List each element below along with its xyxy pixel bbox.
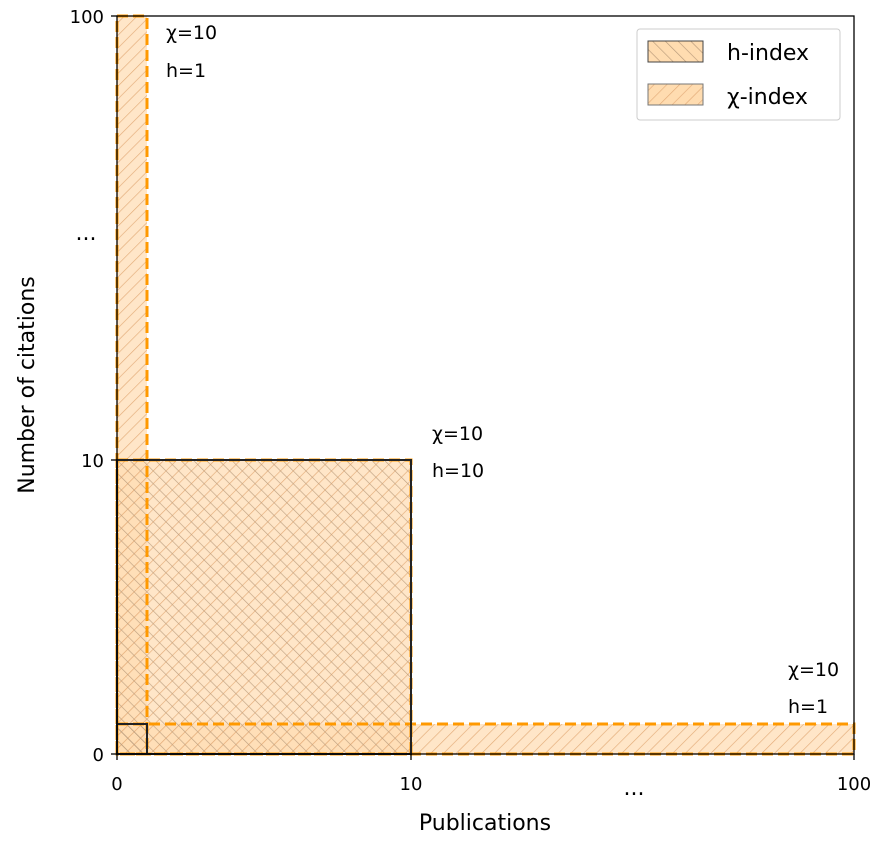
annotation-middle-h: h=10 — [432, 460, 484, 482]
x-tick-label-0: 0 — [111, 774, 122, 795]
legend-swatch-chi-index-hatch — [647, 83, 704, 106]
annotation-right-h: h=1 — [788, 696, 828, 718]
h-region-hatch-1 — [117, 724, 147, 754]
annotation-top-chi: χ=10 — [166, 22, 217, 44]
legend-label-h-index: h-index — [727, 41, 809, 66]
x-tick-label-10: 10 — [400, 774, 423, 795]
plot-regions — [115, 14, 856, 756]
y-axis-title: Number of citations — [15, 276, 40, 494]
h-region-hatch-0 — [117, 460, 411, 754]
x-tick-label-100: 100 — [837, 774, 871, 795]
plot-frame — [116, 15, 855, 755]
y-tick-label-10: 10 — [81, 451, 104, 472]
legend-swatch-h-index-hatch — [647, 40, 704, 63]
legend-label-chi-index: χ-index — [727, 85, 808, 110]
annotation-middle-chi: χ=10 — [432, 423, 483, 445]
y-tick-label-0: 0 — [93, 745, 104, 766]
annotation-right-chi: χ=10 — [788, 659, 839, 681]
legend: h-index χ-index — [636, 28, 841, 121]
x-axis-title: Publications — [419, 811, 551, 836]
y-axis-ellipsis: ... — [76, 221, 97, 246]
tick-marks — [111, 15, 855, 760]
y-tick-label-100: 100 — [70, 7, 104, 28]
annotation-top-h: h=1 — [166, 60, 206, 82]
x-axis-ellipsis: ... — [624, 776, 645, 801]
